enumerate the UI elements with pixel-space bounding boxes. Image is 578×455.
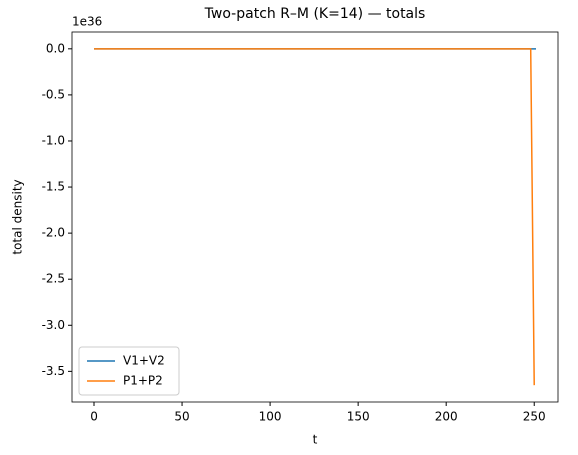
y-tick-label: -2.0 <box>42 226 65 240</box>
y-tick-label: 0.0 <box>46 41 65 55</box>
x-tick-label: 0 <box>90 410 98 424</box>
y-tick-label: -3.5 <box>42 364 65 378</box>
chart-title: Two-patch R–M (K=14) — totals <box>204 6 426 22</box>
x-axis-label: t <box>313 433 318 447</box>
y-offset-label: 1e36 <box>72 15 102 29</box>
legend-label: V1+V2 <box>123 354 165 368</box>
x-tick-label: 100 <box>259 410 282 424</box>
legend-box <box>78 346 180 396</box>
y-tick-label: -1.0 <box>42 133 65 147</box>
x-tick-label: 50 <box>174 410 189 424</box>
y-tick-label: -1.5 <box>42 180 65 194</box>
y-tick-label: -0.5 <box>42 87 65 101</box>
plot-frame <box>71 31 559 403</box>
data-line <box>94 48 535 386</box>
y-tick-label: -3.0 <box>42 318 65 332</box>
x-tick-label: 200 <box>435 410 458 424</box>
x-tick-label: 250 <box>523 410 546 424</box>
y-tick-label: -2.5 <box>42 272 65 286</box>
y-axis-label: total density <box>11 179 25 254</box>
legend-label: P1+P2 <box>123 374 163 388</box>
x-tick-label: 150 <box>347 410 370 424</box>
